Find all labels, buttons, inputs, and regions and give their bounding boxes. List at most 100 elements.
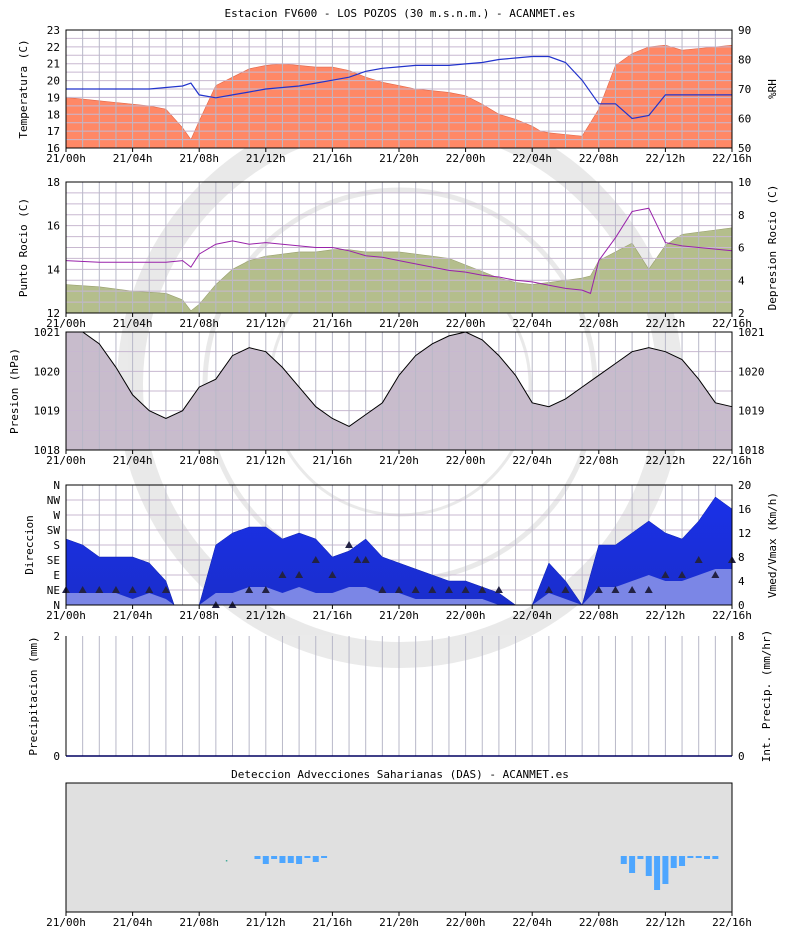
das-x-tick-label: 22/08h (579, 916, 619, 929)
pressure-x-tick-label: 21/00h (46, 454, 86, 467)
das-mark (312, 856, 319, 862)
wind-direction-marker (345, 541, 354, 548)
wind-direction-marker (594, 586, 603, 593)
depression-y2-tick-label: 10 (738, 176, 751, 189)
temperature-y-tick-label: 22 (47, 41, 60, 54)
precip-intensity-y2-tick-label: 0 (738, 750, 745, 763)
wind-x-tick-label: 21/12h (246, 609, 286, 622)
figure-title: Estacion FV600 - LOS POZOS (30 m.s.n.m.)… (225, 7, 576, 20)
wind-x-tick-label: 22/16h (712, 609, 752, 622)
depression-line (65, 207, 733, 295)
depression-axis-label: Depresion Rocio (C) (766, 185, 779, 311)
wind-direction-marker (95, 586, 104, 593)
wind-direction-marker (461, 586, 470, 593)
pressure-y-tick-label: 1018 (34, 444, 61, 457)
wind-direction-marker (128, 586, 137, 593)
precipitation-y-tick-label: 0 (53, 750, 60, 763)
das-mark (620, 856, 627, 864)
das-mark (662, 856, 669, 884)
wind-direction-y-tick-label: S (53, 539, 60, 552)
wind-direction-y-tick-label: E (53, 569, 60, 582)
das-mark (654, 856, 661, 890)
humidity-axis-label: %RH (766, 79, 779, 99)
pressure-right-y2-tick-label: 1018 (738, 444, 765, 457)
dewpoint-x-tick-label: 22/12h (646, 317, 686, 330)
pressure-right-y2-tick-label: 1020 (738, 365, 765, 378)
wind-direction-marker (245, 586, 254, 593)
precipitation-axis-label: Precipitacion (mm) (27, 636, 40, 755)
humidity-y2-tick-label: 80 (738, 54, 751, 67)
wind-direction-marker (678, 571, 687, 578)
das-x-tick-label: 21/00h (46, 916, 86, 929)
wind-direction-marker (161, 586, 170, 593)
das-mark (679, 856, 686, 866)
temperature-x-tick-label: 21/12h (246, 152, 286, 165)
das-x-tick-label: 22/16h (712, 916, 752, 929)
das-mark (645, 856, 652, 876)
wind-direction-y-tick-label: NE (47, 584, 60, 597)
das-mark (670, 856, 677, 868)
temperature-y-tick-label: 18 (47, 108, 60, 121)
temperature-y-tick-label: 21 (47, 58, 60, 71)
wind-direction-y-tick-label: W (53, 509, 60, 522)
das-mark (321, 856, 328, 858)
wind-direction-marker (494, 586, 503, 593)
pressure-axis-label: Presion (hPa) (8, 348, 21, 434)
wind-direction-marker (378, 586, 387, 593)
dewpoint-x-tick-label: 21/08h (179, 317, 219, 330)
temperature-y-tick-label: 17 (47, 125, 60, 138)
temperature-x-tick-label: 21/16h (313, 152, 353, 165)
wind-direction-marker (711, 571, 720, 578)
das-mark (287, 856, 294, 863)
das-mark (225, 860, 228, 862)
dewpoint-x-tick-label: 22/08h (579, 317, 619, 330)
wind-x-tick-label: 21/16h (313, 609, 353, 622)
wind-direction-marker (278, 571, 287, 578)
precipitation-y-tick-label: 2 (53, 630, 60, 643)
wind-direction-marker (311, 556, 320, 563)
das-mark (254, 856, 261, 859)
das-mark (704, 856, 711, 859)
wind-direction-marker (478, 586, 487, 593)
wind-x-tick-label: 22/08h (579, 609, 619, 622)
wind-direction-marker (353, 556, 362, 563)
wind-speed-y2-tick-label: 4 (738, 575, 745, 588)
das-x-tick-label: 21/08h (179, 916, 219, 929)
das-mark (304, 856, 311, 858)
temperature-x-tick-label: 21/00h (46, 152, 86, 165)
das-x-tick-label: 21/04h (113, 916, 153, 929)
dewpoint-x-tick-label: 21/12h (246, 317, 286, 330)
dewpoint-x-tick-label: 21/16h (313, 317, 353, 330)
dewpoint-x-tick-label: 21/20h (379, 317, 419, 330)
das-mark (695, 856, 702, 858)
wind-direction-y-tick-label: N (53, 479, 60, 492)
wind-direction-marker (111, 586, 120, 593)
wind-direction-marker (328, 571, 337, 578)
dewpoint-y-tick-label: 16 (47, 220, 60, 233)
das-x-tick-label: 22/12h (646, 916, 686, 929)
das-panel-frame (65, 782, 733, 913)
wind-x-tick-label: 22/04h (512, 609, 552, 622)
temperature-y-tick-label: 20 (47, 75, 60, 88)
wind-x-tick-label: 21/04h (113, 609, 153, 622)
das-mark (637, 856, 644, 859)
humidity-y2-tick-label: 70 (738, 83, 751, 96)
wind-direction-marker (561, 586, 570, 593)
depression-y2-tick-label: 6 (738, 242, 745, 255)
pressure-x-tick-label: 22/04h (512, 454, 552, 467)
humidity-line (66, 55, 732, 120)
wind-x-tick-label: 21/20h (379, 609, 419, 622)
das-x-tick-label: 21/16h (313, 916, 353, 929)
wind-direction-marker (145, 586, 154, 593)
precip-intensity-axis-label: Int. Precip. (mm/hr) (760, 630, 773, 762)
wind-speed-y2-tick-label: 12 (738, 527, 751, 540)
das-x-tick-label: 22/04h (512, 916, 552, 929)
wind-max-area (65, 496, 733, 606)
temperature-x-tick-label: 21/08h (179, 152, 219, 165)
depression-y2-tick-label: 4 (738, 274, 745, 287)
precip-intensity-y2-tick-label: 8 (738, 630, 745, 643)
pressure-x-tick-label: 21/12h (246, 454, 286, 467)
das-x-tick-label: 22/00h (446, 916, 486, 929)
pressure-x-tick-label: 21/04h (113, 454, 153, 467)
